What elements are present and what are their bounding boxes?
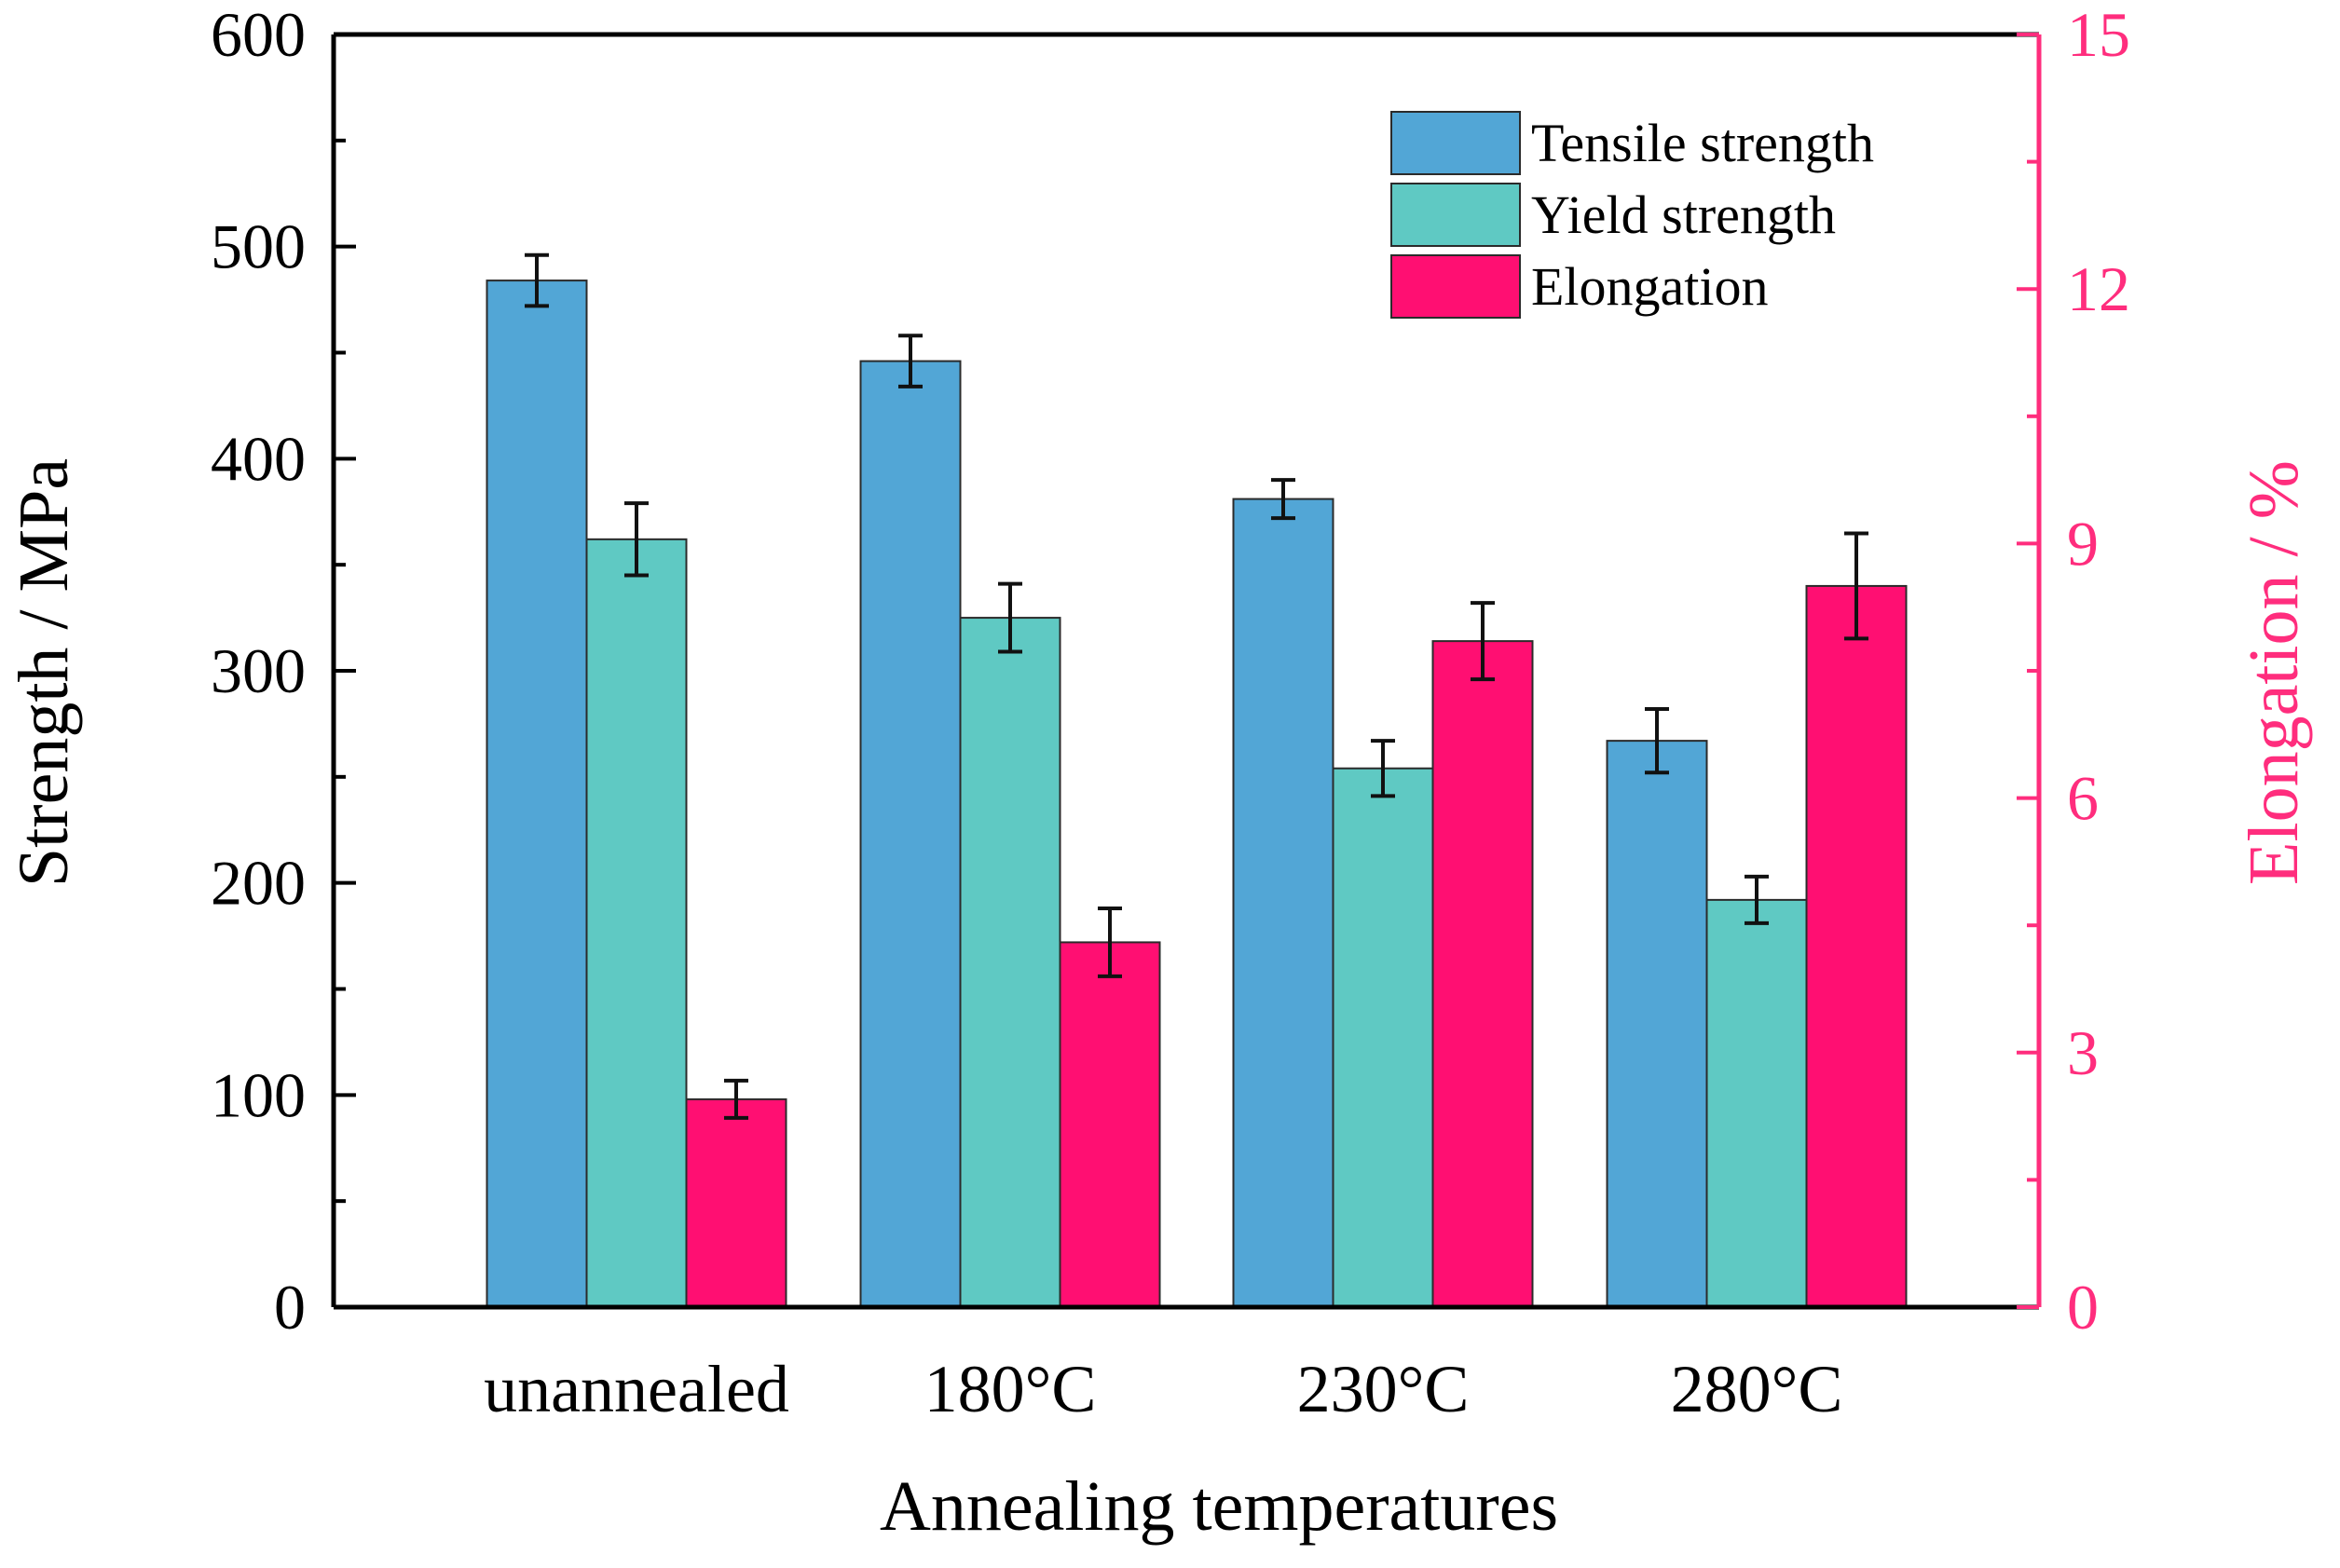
error-bar-elongation-0: [724, 1078, 748, 1120]
bar-tensile-strength-1: [859, 360, 962, 1308]
bar-tensile-strength-0: [486, 280, 588, 1308]
error-bar-tensile-strength-0: [525, 252, 549, 308]
bar-elongation-3: [1805, 584, 1908, 1308]
legend: Tensile strength Yield strength Elongation: [1390, 111, 1874, 319]
x-tick-label: 230°C: [1297, 1352, 1470, 1426]
bar-yield-strength-3: [1705, 898, 1808, 1308]
bar-elongation-2: [1431, 640, 1534, 1308]
y-left-tick-label: 600: [211, 0, 306, 70]
legend-label: Tensile strength: [1531, 113, 1874, 173]
y-left-tick-label: 0: [274, 1272, 306, 1343]
y-right-tick-label: 9: [2067, 508, 2099, 579]
x-tick-label: 180°C: [924, 1352, 1097, 1426]
error-bar-yield-strength-0: [624, 501, 649, 578]
legend-swatch: [1390, 183, 1521, 247]
y-axis-label-right: Elongation / %: [2235, 460, 2313, 885]
error-bar-yield-strength-3: [1745, 874, 1769, 925]
legend-label: Elongation: [1531, 256, 1769, 317]
error-bar-tensile-strength-2: [1271, 478, 1295, 521]
y-left-tick-label: 200: [211, 848, 306, 919]
error-bar-yield-strength-1: [998, 581, 1022, 654]
ticks-layer: 0 100 200 300 400 500 600 0 3 6 9 12 15 unannealed 180…: [211, 0, 2130, 1426]
error-bars-layer: [525, 252, 1868, 1120]
legend-label: Yield strength: [1531, 184, 1836, 245]
legend-swatch: [1390, 254, 1521, 319]
y-right-tick-label: 15: [2067, 0, 2130, 70]
y-axis-label-left: Strength / MPa: [5, 458, 83, 887]
error-bar-yield-strength-2: [1371, 739, 1395, 798]
bar-yield-strength-1: [959, 617, 1061, 1308]
x-axis-label: Annealing temperatures: [880, 1467, 1558, 1546]
y-left-tick-label: 400: [211, 423, 306, 494]
y-right-tick-label: 12: [2067, 253, 2130, 324]
x-tick-label: 280°C: [1671, 1352, 1843, 1426]
bar-yield-strength-0: [585, 538, 688, 1308]
bar-tensile-strength-3: [1606, 740, 1708, 1308]
legend-swatch: [1390, 111, 1521, 175]
bar-elongation-0: [685, 1098, 787, 1309]
y-left-tick-label: 500: [211, 211, 306, 282]
error-bar-elongation-2: [1471, 601, 1495, 682]
bar-yield-strength-2: [1332, 767, 1434, 1308]
y-right-tick-label: 0: [2067, 1272, 2099, 1343]
error-bar-elongation-1: [1098, 906, 1122, 978]
error-bar-elongation-3: [1844, 531, 1868, 641]
bars-layer: [486, 280, 1908, 1309]
error-bar-tensile-strength-1: [898, 334, 923, 389]
bar-elongation-1: [1059, 941, 1161, 1308]
x-tick-label: unannealed: [484, 1352, 789, 1426]
y-left-tick-label: 100: [211, 1059, 306, 1130]
y-right-tick-label: 6: [2067, 763, 2099, 834]
error-bar-tensile-strength-3: [1645, 706, 1669, 775]
bar-tensile-strength-2: [1232, 498, 1334, 1308]
y-right-tick-label: 3: [2067, 1017, 2099, 1088]
y-left-tick-label: 300: [211, 635, 306, 706]
